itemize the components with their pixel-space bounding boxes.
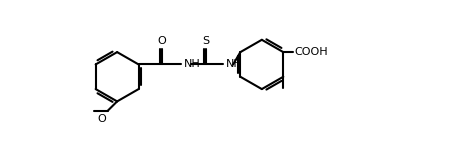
Text: O: O — [158, 36, 166, 46]
Text: NH: NH — [226, 59, 242, 69]
Text: O: O — [98, 114, 106, 124]
Text: NH: NH — [184, 59, 200, 69]
Text: S: S — [202, 36, 210, 46]
Text: COOH: COOH — [294, 47, 328, 57]
